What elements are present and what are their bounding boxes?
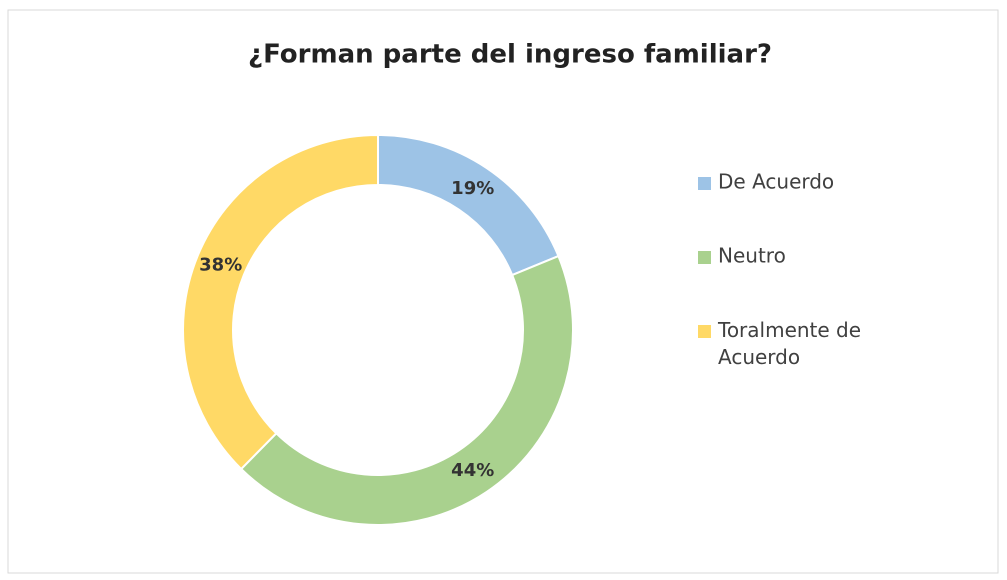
donut-segment (182, 133, 379, 471)
legend-label: Toralmente de Acuerdo (717, 318, 861, 369)
donut-segment (239, 254, 574, 526)
legend-label: De Acuerdo (718, 170, 834, 194)
legend-swatch (698, 251, 711, 264)
legend-swatch (698, 325, 711, 338)
data-label: 44% (451, 460, 494, 481)
legend-swatch (698, 177, 711, 190)
chart-title: ¿Forman parte del ingreso familiar? (248, 40, 772, 70)
data-label: 19% (451, 178, 494, 199)
chart-frame (7, 9, 999, 574)
data-label: 38% (199, 255, 242, 276)
legend-label: Neutro (718, 244, 786, 268)
